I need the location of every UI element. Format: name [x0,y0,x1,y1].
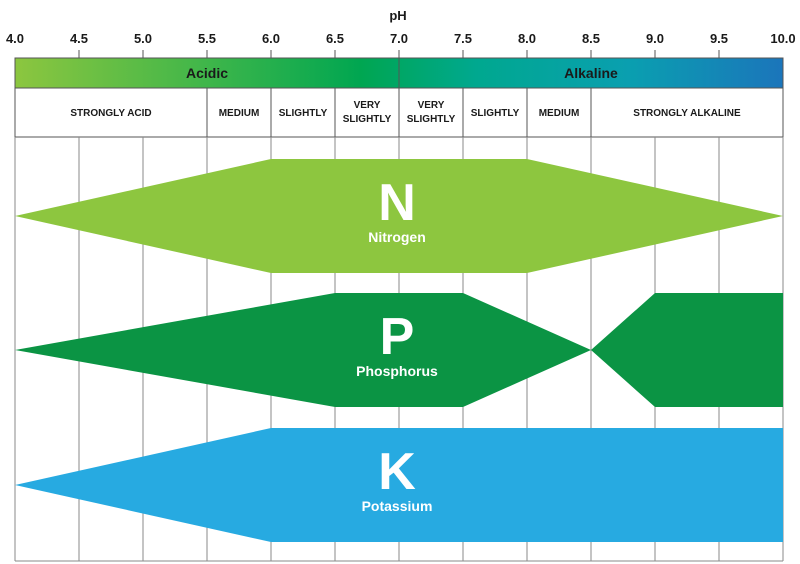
ph-categories: STRONGLY ACID MEDIUM SLIGHTLY VERY SLIGHTLY V… [70,88,741,137]
tick-label: 4.5 [70,31,88,46]
nutrient-symbol: K [378,443,416,501]
nutrient-symbol: N [378,174,416,232]
category-label: MEDIUM [219,108,260,119]
ph-zones: Acidic Alkaline [186,58,618,88]
band-nitrogen [15,159,783,273]
nutrient-name: Nitrogen [368,229,426,245]
category-label: VERY [418,100,445,111]
nutrient-name: Phosphorus [356,363,438,379]
zone-label: Alkaline [564,65,618,81]
tick-label: 7.0 [390,31,408,46]
category-label: SLIGHTLY [279,108,328,119]
nutrient-symbol: P [380,308,415,366]
tick-label: 7.5 [454,31,472,46]
tick-label: 8.0 [518,31,536,46]
tick-label: 4.0 [6,31,24,46]
category-label: SLIGHTLY [407,114,456,125]
tick-label: 5.0 [134,31,152,46]
band-phosphorus [15,293,783,407]
category-label: MEDIUM [539,108,580,119]
tick-label: 8.5 [582,31,600,46]
band-potassium [15,428,783,542]
category-label: STRONGLY ALKALINE [633,108,741,119]
tick-label: 9.0 [646,31,664,46]
tick-label: 10.0 [770,31,795,46]
category-label: STRONGLY ACID [70,108,151,119]
category-label: SLIGHTLY [343,114,392,125]
axis-title-ph: pH [389,8,406,23]
tick-label: 6.5 [326,31,344,46]
nutrient-bands [15,159,783,542]
tick-label: 5.5 [198,31,216,46]
tick-label: 6.0 [262,31,280,46]
category-label: VERY [354,100,381,111]
nutrient-name: Potassium [362,498,433,514]
category-label: SLIGHTLY [471,108,520,119]
zone-label: Acidic [186,65,228,81]
tick-labels: 4.0 4.5 5.0 5.5 6.0 6.5 7.0 7.5 8.0 8.5 9.0 9.5 10.0 [6,31,796,58]
tick-label: 9.5 [710,31,728,46]
